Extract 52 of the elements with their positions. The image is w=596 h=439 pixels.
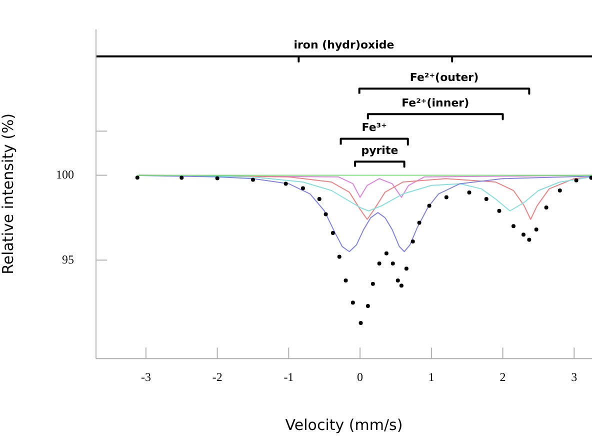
point xyxy=(284,182,288,186)
series-label: Fe³⁺ xyxy=(362,121,388,134)
point xyxy=(444,195,448,200)
point xyxy=(427,204,432,208)
x-tick-label: 3 xyxy=(571,370,578,384)
point xyxy=(527,238,532,242)
point xyxy=(324,212,328,216)
x-tick-label: 0 xyxy=(357,370,364,384)
point xyxy=(558,188,562,193)
point xyxy=(467,190,472,195)
point xyxy=(534,228,538,232)
point xyxy=(410,239,415,244)
point xyxy=(574,178,578,182)
point xyxy=(511,224,516,228)
x-tick-label: -1 xyxy=(284,370,294,384)
y-axis-title: Relative intensity (%) xyxy=(0,113,17,274)
point xyxy=(366,304,370,308)
point xyxy=(135,176,140,180)
point xyxy=(497,208,502,213)
point xyxy=(404,266,408,271)
y-tick-label: 95 xyxy=(62,252,74,266)
point xyxy=(350,300,355,305)
point xyxy=(370,282,375,286)
point xyxy=(384,251,388,256)
series-label: pyrite xyxy=(361,144,398,157)
x-tick-label: 2 xyxy=(500,370,506,384)
point xyxy=(521,232,526,237)
point xyxy=(417,220,422,225)
series-label: Fe²⁺(inner) xyxy=(402,96,470,110)
x-tick-label: -3 xyxy=(140,370,151,384)
point xyxy=(544,205,548,210)
x-axis-title: Velocity (mm/s) xyxy=(285,416,403,434)
point xyxy=(390,262,395,266)
x-tick-label: 1 xyxy=(428,370,434,384)
point xyxy=(396,278,400,282)
point xyxy=(251,178,256,182)
point xyxy=(337,254,342,259)
series-label: iron (hydr)oxide xyxy=(294,38,394,52)
point xyxy=(589,176,592,180)
point xyxy=(484,196,488,201)
point xyxy=(300,186,305,190)
point xyxy=(330,230,335,235)
point xyxy=(399,284,404,288)
point xyxy=(358,320,363,325)
point xyxy=(344,278,348,282)
point xyxy=(317,196,322,201)
point xyxy=(215,176,220,180)
point xyxy=(180,176,184,180)
point xyxy=(377,262,382,266)
series-label: Fe²⁺(outer) xyxy=(410,70,479,84)
y-tick-label: 100 xyxy=(56,167,74,182)
x-tick-label: -2 xyxy=(212,370,222,384)
